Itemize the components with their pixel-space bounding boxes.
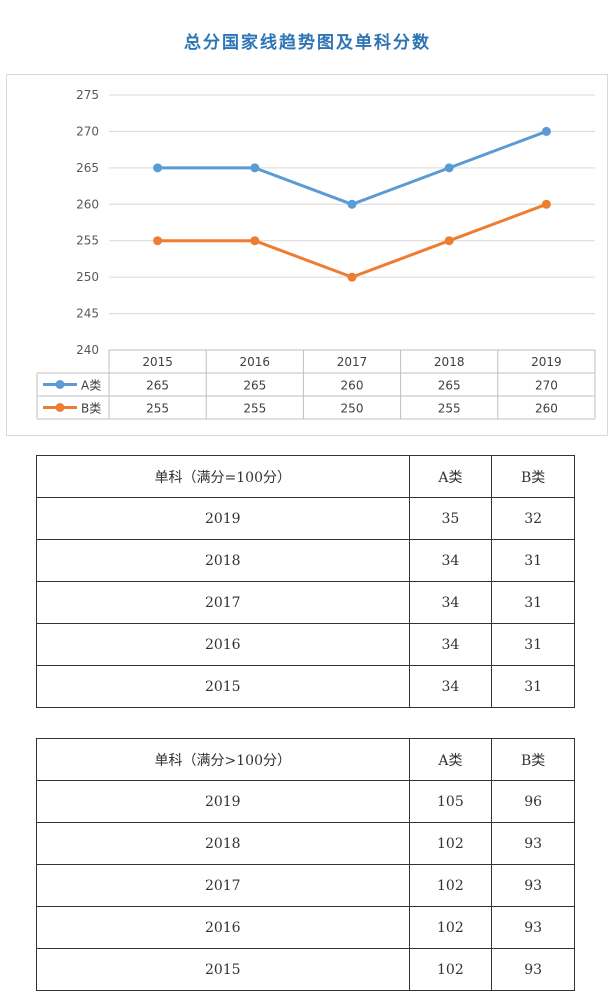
table-cell: 2019	[36, 497, 410, 540]
data-table-value: 265	[438, 379, 461, 393]
table-cell: 32	[491, 497, 575, 540]
table-row: 2017 34 31	[36, 581, 575, 624]
table-cell: 102	[408, 948, 493, 991]
table-cell: 34	[408, 539, 493, 582]
y-tick-label: 245	[76, 307, 99, 321]
table-cell: 102	[408, 906, 493, 949]
table-header-cell: 单科（满分=100分）	[36, 455, 410, 498]
table-cell: 2016	[36, 906, 410, 949]
table-cell: 2018	[36, 822, 410, 865]
table-row: 2015 102 93	[36, 948, 575, 991]
table-cell: 34	[408, 665, 493, 708]
table-header-cell: 单科（满分>100分）	[36, 738, 410, 781]
x-tick-label: 2019	[531, 355, 562, 369]
table-row: 2019 105 96	[36, 780, 575, 823]
table-row: 2019 35 32	[36, 497, 575, 540]
data-point	[347, 272, 357, 282]
data-table-value: 265	[243, 379, 266, 393]
table-cell: 93	[491, 948, 575, 991]
table-cell: 34	[408, 623, 493, 666]
table-cell: 31	[491, 623, 575, 666]
data-table-value: 260	[535, 402, 558, 416]
table-header-cell: A类	[408, 738, 493, 781]
table-cell: 31	[491, 539, 575, 582]
data-table-value: 260	[341, 379, 364, 393]
table-cell: 93	[491, 822, 575, 865]
y-tick-label: 260	[76, 197, 99, 211]
table-row: 2016 34 31	[36, 623, 575, 666]
table-header-cell: B类	[491, 738, 575, 781]
chart-svg: 240 245 250 255 260 265 270 275 2015 2016 2017 2018…	[36, 88, 596, 420]
y-tick-label: 270	[76, 124, 99, 138]
single-subject-table-100: 单科（满分=100分） A类 B类 2019 35 32 2018 34 31 …	[36, 455, 575, 708]
table-row: 2018 102 93	[36, 822, 575, 865]
table-row: 2016 102 93	[36, 906, 575, 949]
legend-label: A类	[81, 379, 101, 393]
single-subject-table-over-100: 单科（满分>100分） A类 B类 2019 105 96 2018 102 9…	[36, 738, 575, 991]
table-cell: 34	[408, 581, 493, 624]
table-cell: 102	[408, 822, 493, 865]
table-cell: 105	[408, 780, 493, 823]
table-header-row: 单科（满分>100分） A类 B类	[36, 738, 575, 781]
table-cell: 2015	[36, 948, 410, 991]
data-table-value: 250	[341, 402, 364, 416]
data-table-value: 255	[243, 402, 266, 416]
data-table-value: 265	[146, 379, 169, 393]
x-tick-label: 2018	[434, 355, 465, 369]
table-cell: 2015	[36, 665, 410, 708]
table-header-cell: B类	[491, 455, 575, 498]
table-header-cell: A类	[408, 455, 493, 498]
x-tick-label: 2015	[142, 355, 173, 369]
legend-label: B类	[81, 402, 101, 416]
table-cell: 31	[491, 581, 575, 624]
table-row: 2017 102 93	[36, 864, 575, 907]
data-point	[347, 199, 357, 209]
table-row: 2015 34 31	[36, 665, 575, 708]
data-table-value: 255	[146, 402, 169, 416]
data-point	[541, 126, 551, 136]
table-cell: 96	[491, 780, 575, 823]
data-table-value: 255	[438, 402, 461, 416]
y-tick-label: 275	[76, 88, 99, 102]
table-cell: 2018	[36, 539, 410, 582]
table-cell: 35	[408, 497, 493, 540]
table-cell: 102	[408, 864, 493, 907]
data-point	[541, 199, 551, 209]
table-cell: 2016	[36, 623, 410, 666]
table-cell: 2019	[36, 780, 410, 823]
y-tick-label: 255	[76, 234, 99, 248]
table-cell: 2017	[36, 864, 410, 907]
data-point	[250, 163, 260, 173]
data-point	[444, 163, 454, 173]
table-cell: 93	[491, 864, 575, 907]
data-table-value: 270	[535, 379, 558, 393]
y-tick-label: 240	[76, 343, 99, 357]
table-cell: 2017	[36, 581, 410, 624]
y-tick-label: 265	[76, 161, 99, 175]
line-chart: 240 245 250 255 260 265 270 275 2015 2016 2017 2018…	[6, 74, 608, 436]
chart-title: 总分国家线趋势图及单科分数	[184, 33, 431, 53]
y-tick-label: 250	[76, 270, 99, 284]
data-point	[444, 236, 454, 246]
data-point	[250, 236, 260, 246]
x-tick-label: 2016	[240, 355, 271, 369]
table-row: 2018 34 31	[36, 539, 575, 582]
table-cell: 31	[491, 665, 575, 708]
legend-key-marker	[55, 380, 65, 389]
data-point	[153, 163, 163, 173]
table-cell: 93	[491, 906, 575, 949]
legend-key-marker	[55, 403, 65, 412]
data-point	[153, 236, 163, 246]
table-header-row: 单科（满分=100分） A类 B类	[36, 455, 575, 498]
x-tick-label: 2017	[337, 355, 368, 369]
